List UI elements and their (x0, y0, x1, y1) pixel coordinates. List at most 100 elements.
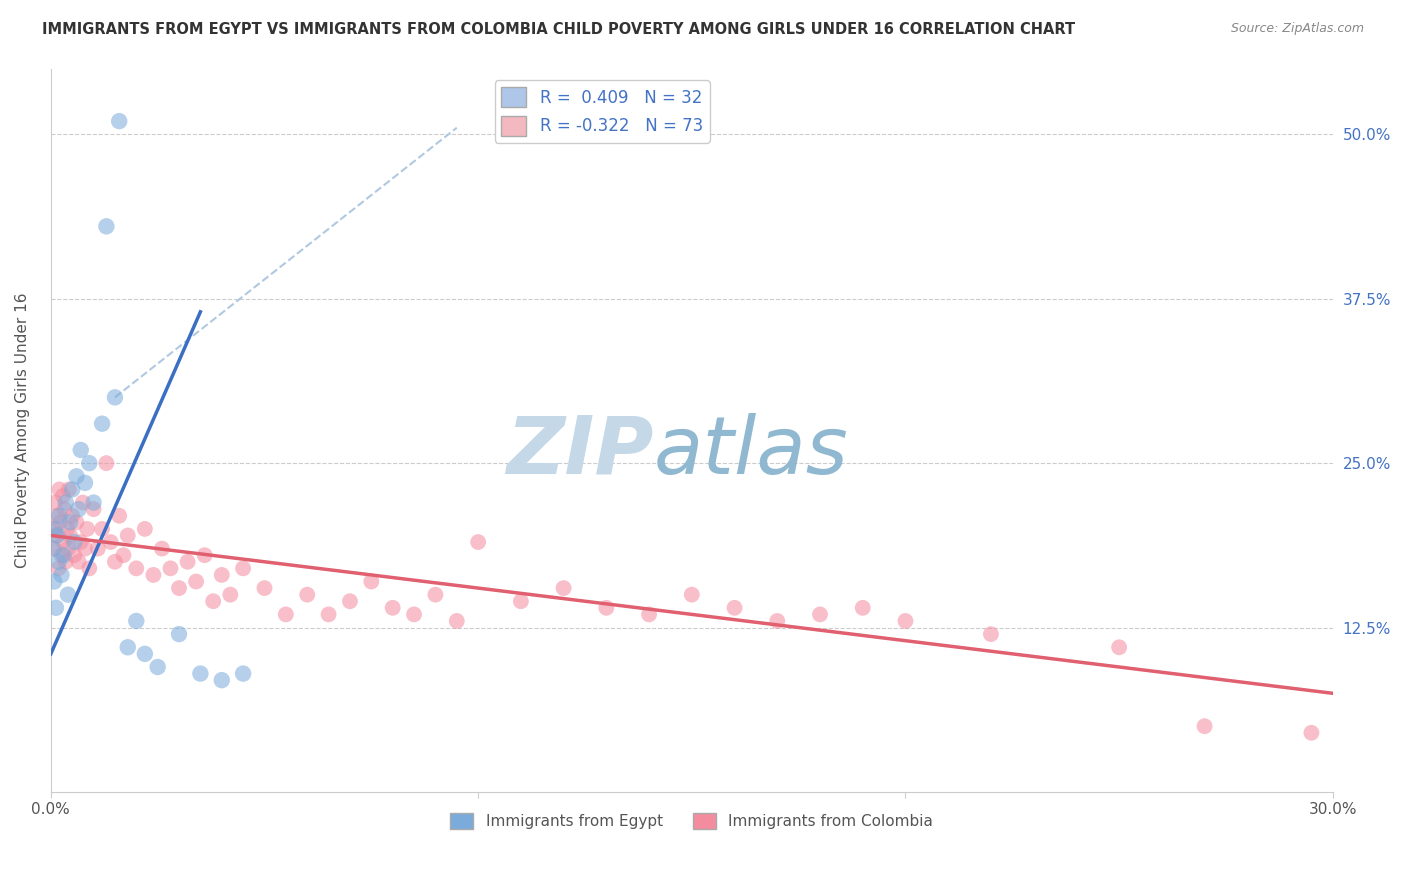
Point (91, 417, 114, 431)
Point (58, 483, 80, 497)
Point (894, 614, 917, 628)
Point (44, 574, 66, 589)
Point (125, 561, 148, 575)
Point (167, 581, 190, 595)
Point (112, 548, 135, 562)
Point (48, 483, 70, 497)
Point (339, 594, 361, 608)
Point (67, 502, 90, 516)
Point (79, 561, 101, 575)
Point (159, 561, 181, 575)
Point (184, 574, 207, 589)
Point (63, 548, 86, 562)
Point (360, 574, 382, 589)
Point (134, 647, 156, 661)
Point (146, 660, 169, 674)
Point (55, 555, 77, 569)
Point (45, 600, 67, 615)
Point (60, 508, 83, 523)
Point (211, 568, 233, 582)
Text: IMMIGRANTS FROM EGYPT VS IMMIGRANTS FROM COLOMBIA CHILD POVERTY AMONG GIRLS UNDE: IMMIGRANTS FROM EGYPT VS IMMIGRANTS FROM… (42, 22, 1076, 37)
Point (69, 535, 91, 549)
Point (108, 508, 131, 523)
Point (595, 600, 617, 615)
Point (83, 495, 105, 509)
Point (638, 607, 661, 622)
Point (48, 555, 70, 569)
Point (48, 508, 70, 523)
Point (446, 614, 468, 628)
Point (104, 390, 127, 404)
Point (150, 541, 173, 556)
Point (467, 535, 489, 549)
Point (167, 627, 190, 641)
Point (1194, 719, 1216, 733)
Point (60, 483, 83, 497)
Point (381, 600, 404, 615)
Point (211, 673, 233, 688)
Y-axis label: Child Poverty Among Girls Under 16: Child Poverty Among Girls Under 16 (15, 293, 30, 568)
Point (76, 522, 98, 536)
Point (91, 522, 114, 536)
Point (42, 541, 65, 556)
Point (202, 594, 225, 608)
Point (73, 475, 96, 490)
Point (553, 581, 575, 595)
Point (44, 495, 66, 509)
Point (117, 640, 139, 655)
Point (100, 535, 122, 549)
Text: Source: ZipAtlas.com: Source: ZipAtlas.com (1230, 22, 1364, 36)
Point (44, 541, 66, 556)
Point (59, 528, 82, 542)
Point (83, 502, 105, 516)
Point (253, 581, 276, 595)
Point (509, 594, 531, 608)
Point (219, 588, 242, 602)
Point (59, 516, 82, 530)
Point (46, 528, 69, 542)
Point (425, 588, 447, 602)
Point (297, 588, 319, 602)
Point (44, 522, 66, 536)
Point (65, 469, 87, 483)
Point (65, 516, 87, 530)
Point (73, 541, 96, 556)
Point (52, 535, 75, 549)
Text: ZIP: ZIP (506, 413, 654, 491)
Point (48, 561, 70, 575)
Point (72, 495, 94, 509)
Point (53, 502, 76, 516)
Point (56, 522, 79, 536)
Point (125, 614, 148, 628)
Point (108, 114, 131, 128)
Point (194, 548, 217, 562)
Point (42, 522, 65, 536)
Point (852, 600, 875, 615)
Legend: Immigrants from Egypt, Immigrants from Colombia: Immigrants from Egypt, Immigrants from C… (444, 806, 939, 835)
Point (176, 555, 198, 569)
Point (274, 607, 297, 622)
Point (318, 607, 340, 622)
Point (56, 588, 79, 602)
Point (1108, 640, 1130, 655)
Point (681, 588, 703, 602)
Point (79, 456, 101, 470)
Point (104, 555, 127, 569)
Point (980, 627, 1002, 641)
Text: atlas: atlas (654, 413, 848, 491)
Point (232, 666, 254, 681)
Point (232, 561, 254, 575)
Point (63, 535, 86, 549)
Point (46, 508, 69, 523)
Point (52, 548, 75, 562)
Point (117, 528, 139, 542)
Point (808, 607, 831, 622)
Point (190, 666, 212, 681)
Point (56, 541, 79, 556)
Point (52, 489, 75, 503)
Point (51, 568, 73, 582)
Point (402, 607, 425, 622)
Point (134, 522, 156, 536)
Point (142, 568, 165, 582)
Point (45, 528, 67, 542)
